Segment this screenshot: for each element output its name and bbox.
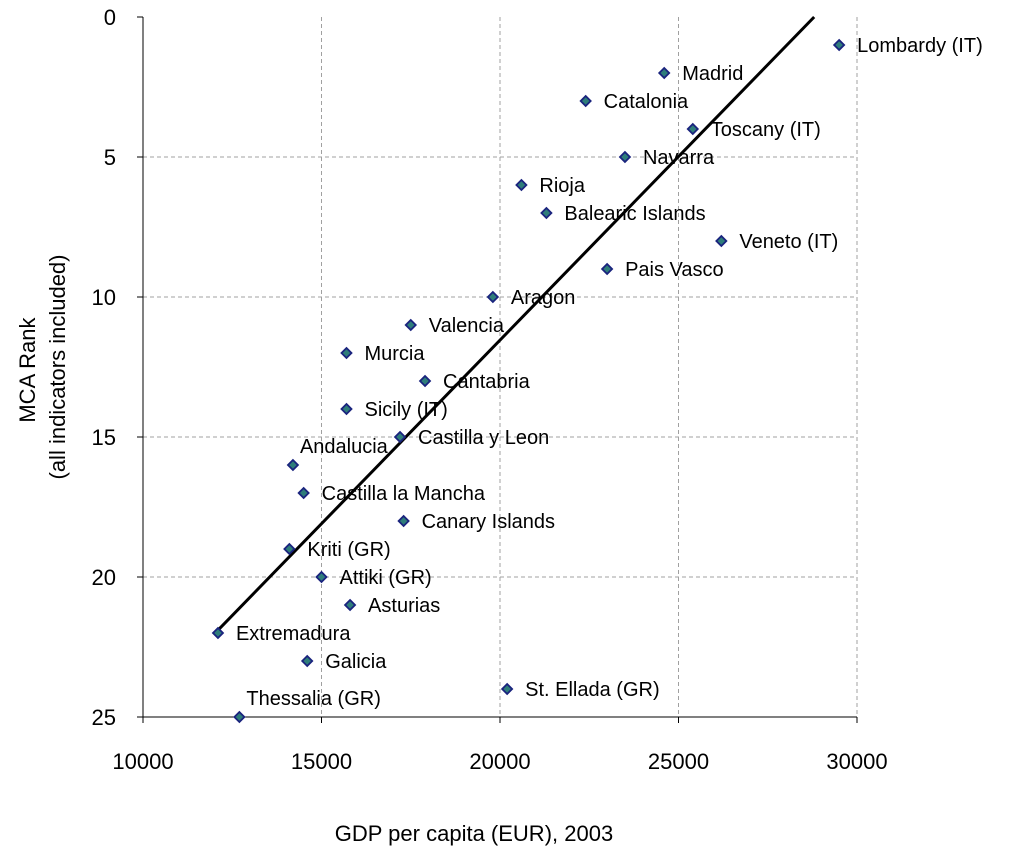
x-tick-label: 25000	[648, 749, 709, 774]
data-point	[486, 290, 500, 304]
data-point	[340, 402, 353, 416]
point-label: Balearic Islands	[564, 203, 705, 225]
y-axis-title-line-2: (all indicators included)	[45, 255, 70, 480]
data-point	[618, 150, 632, 164]
y-tick-label: 25	[92, 705, 116, 730]
data-point	[500, 682, 514, 696]
trendline	[216, 15, 816, 632]
point-label: Attiki (GR)	[340, 567, 432, 589]
data-point	[600, 262, 614, 276]
point-label: Kriti (GR)	[307, 539, 390, 561]
point-label: Lombardy (IT)	[857, 35, 983, 57]
point-label: Valencia	[429, 315, 505, 337]
point-label: Murcia	[364, 343, 425, 365]
data-point	[286, 458, 300, 472]
data-point	[397, 514, 410, 528]
data-point	[540, 206, 553, 220]
data-points	[211, 38, 846, 724]
point-label: Cantabria	[443, 371, 531, 393]
point-label: Castilla la Mancha	[322, 483, 486, 505]
point-label: Rioja	[539, 175, 585, 197]
y-tick-label: 20	[92, 565, 116, 590]
data-point	[715, 234, 728, 248]
trend-line	[216, 15, 816, 632]
axes: 0 5 10 15 20 25 10000 15000 20000 25000 30000	[92, 5, 888, 774]
gridlines	[143, 17, 858, 717]
data-point	[297, 486, 310, 500]
data-point	[340, 346, 353, 360]
point-labels: Lombardy (IT) Madrid Catalonia Toscany (IT)…	[236, 35, 983, 710]
data-point	[686, 122, 700, 136]
point-label: Sicily (IT)	[364, 399, 447, 421]
data-point	[418, 374, 432, 388]
point-label: Aragon	[511, 287, 576, 309]
point-label: Veneto (IT)	[739, 231, 838, 253]
x-tick-label: 20000	[469, 749, 530, 774]
point-label: St. Ellada (GR)	[525, 679, 659, 701]
point-label: Andalucia	[300, 436, 389, 458]
y-axis-title: MCA Rank (all indicators included)	[15, 255, 70, 480]
x-axis-title: GDP per capita (EUR), 2003	[335, 821, 613, 846]
data-point	[404, 318, 418, 332]
point-label: Extremadura	[236, 623, 351, 645]
data-point	[393, 430, 407, 444]
data-point	[300, 654, 314, 668]
point-label: Navarra	[643, 147, 715, 169]
data-point	[315, 570, 328, 584]
data-point	[832, 38, 846, 52]
point-label: Asturias	[368, 595, 440, 617]
point-label: Catalonia	[604, 91, 689, 113]
point-label: Castilla y Leon	[418, 427, 549, 449]
point-label: Pais Vasco	[625, 259, 724, 281]
point-label: Galicia	[325, 651, 387, 673]
point-label: Toscany (IT)	[711, 119, 821, 141]
data-point	[515, 178, 528, 192]
point-label: Madrid	[682, 63, 743, 85]
y-axis-title-line-1: MCA Rank	[15, 316, 40, 422]
point-label: Thessalia (GR)	[246, 688, 380, 710]
data-point	[343, 598, 357, 612]
data-point	[579, 94, 592, 108]
data-point	[283, 542, 296, 556]
data-point	[657, 66, 671, 80]
x-tick-label: 30000	[826, 749, 887, 774]
x-tick-label: 10000	[112, 749, 173, 774]
x-tick-label: 15000	[291, 749, 352, 774]
data-point	[233, 710, 246, 724]
y-tick-label: 15	[92, 425, 116, 450]
point-label: Canary Islands	[422, 511, 555, 533]
data-point	[211, 626, 225, 640]
y-tick-label: 0	[104, 5, 116, 30]
y-tick-label: 10	[92, 285, 116, 310]
y-tick-label: 5	[104, 145, 116, 170]
